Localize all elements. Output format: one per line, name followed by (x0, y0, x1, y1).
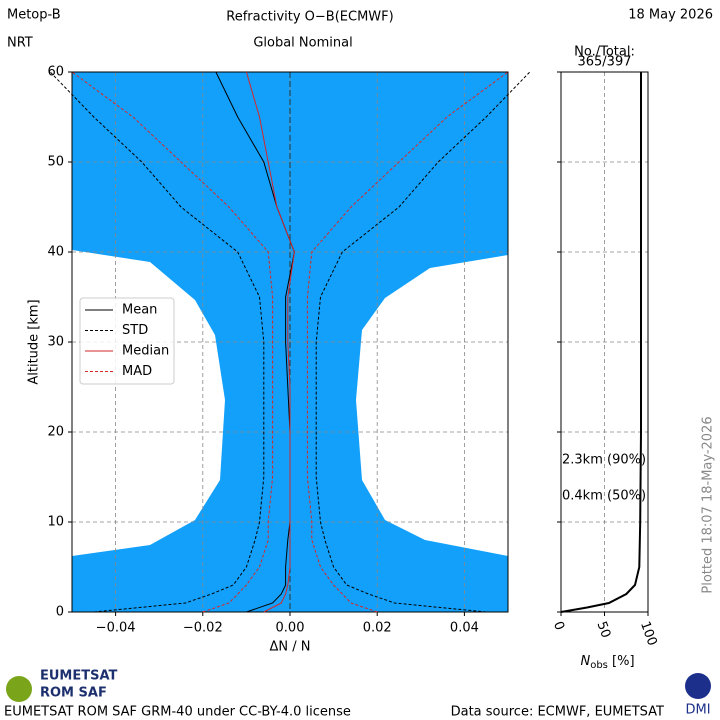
legend-label: Mean (122, 303, 157, 318)
legend-label: Median (122, 344, 169, 359)
y-tick-label: 10 (47, 515, 64, 530)
plotted: Plotted 18:07 18-May-2026 (701, 416, 716, 593)
org: EUMETSAT (40, 669, 118, 684)
annotation: 0.4km (50%) (562, 489, 646, 504)
series-line (560, 72, 642, 613)
plot-frame (71, 71, 509, 613)
satellite: Metop-B (7, 8, 61, 23)
date: 18 May 2026 (628, 8, 713, 23)
count: 365/397 (577, 55, 631, 70)
axis-label-part: [%] (608, 654, 635, 669)
series-line (315, 71, 531, 613)
org: ROM SAF (40, 686, 107, 701)
series-line (306, 71, 509, 613)
title: Refractivity O−B(ECMWF) (226, 10, 393, 25)
y-tick-label: 0 (56, 605, 64, 620)
legend-label: STD (122, 323, 148, 338)
annotation: 2.3km (90%) (562, 453, 646, 468)
legend-box (79, 297, 175, 385)
source: Data source: ECMWF, EUMETSAT (451, 705, 664, 720)
axis-label-part: obs (590, 660, 608, 671)
plot-frame (560, 71, 649, 613)
x-tick-label: 0.02 (363, 621, 392, 636)
subtitle: Global Nominal (253, 36, 352, 51)
series-line (245, 71, 295, 613)
series-line (71, 71, 274, 613)
mode: NRT (7, 36, 33, 51)
logo (6, 676, 32, 702)
legend-label: MAD (122, 364, 152, 379)
x-tick-label: 0.04 (450, 621, 479, 636)
y-axis-label: Altitude [km] (27, 299, 42, 384)
x-axis-label: Nobs [%] (580, 654, 634, 672)
x-tick-label: 100 (637, 619, 660, 647)
x-axis-label: ΔN / N (270, 640, 311, 655)
org: DMI (685, 703, 710, 718)
axis-label-part: N (580, 654, 590, 669)
license: EUMETSAT ROM SAF GRM-40 under CC-BY-4.0 … (4, 705, 351, 720)
y-tick-label: 20 (47, 425, 64, 440)
series-line (49, 71, 265, 613)
y-tick-label: 30 (47, 335, 64, 350)
y-tick-label: 60 (47, 65, 64, 80)
logo (685, 673, 711, 699)
x-tick-label: 50 (593, 619, 613, 640)
x-tick-label: −0.04 (96, 621, 136, 636)
y-tick-label: 50 (47, 155, 64, 170)
y-tick-label: 40 (47, 245, 64, 260)
count-label: No./Total: (574, 45, 635, 60)
x-tick-label: 0 (550, 619, 567, 632)
x-tick-label: −0.02 (183, 621, 223, 636)
x-tick-label: 0.00 (276, 621, 305, 636)
